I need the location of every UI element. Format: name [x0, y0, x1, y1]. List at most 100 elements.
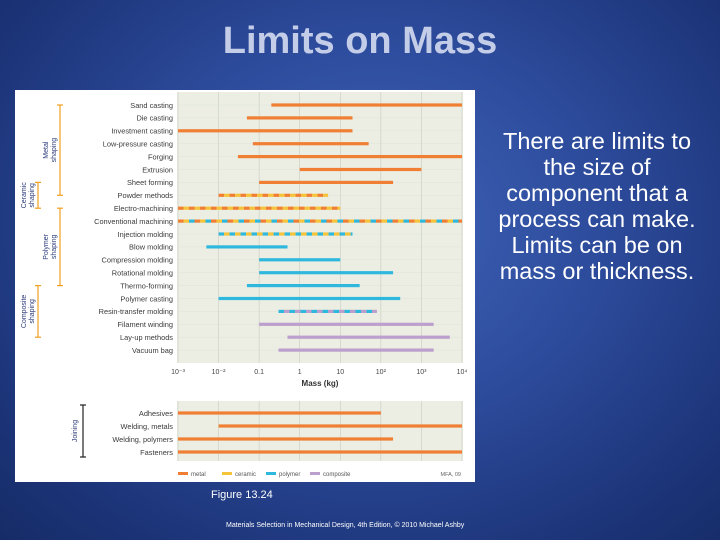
- x-tick-label: 10⁻²: [212, 369, 226, 376]
- label-low-pressure-casting: Low-pressure casting: [103, 140, 173, 149]
- bar-sand-casting: [271, 103, 462, 107]
- bar-conventional-machining-segment: [392, 219, 398, 223]
- bar-conventional-machining-segment: [216, 219, 222, 223]
- bar-resin-transfer-molding-segment: [306, 309, 312, 313]
- bar-sheet-forming: [259, 180, 394, 184]
- label-rotational-molding: Rotational molding: [112, 269, 173, 278]
- legend-label-ceramic: ceramic: [235, 472, 256, 478]
- bar-powder-methods-segment: [251, 193, 258, 197]
- bar-electro-machining-segment: [310, 206, 316, 210]
- bar-electro-machining-segment: [277, 206, 283, 210]
- bar-electro-machining-segment: [211, 206, 217, 210]
- label-investment-casting: Investment casting: [111, 127, 173, 136]
- bar-conventional-machining-segment: [260, 219, 266, 223]
- bar-conventional-machining-segment: [343, 219, 349, 223]
- bar-conventional-machining-segment: [332, 219, 338, 223]
- bar-electro-machining-segment: [244, 206, 250, 210]
- bar-powder-methods-segment: [306, 193, 313, 197]
- bar-resin-transfer-molding-segment: [317, 309, 323, 313]
- group-label-word: Composite: [21, 295, 28, 329]
- bar-extrusion: [299, 167, 422, 172]
- bar-conventional-machining-segment: [365, 219, 371, 223]
- bar-injection-molding-segment: [334, 232, 340, 236]
- bar-electro-machining-segment: [249, 206, 255, 210]
- label-die-casting: Die casting: [136, 114, 173, 123]
- bar-resin-transfer-molding-segment: [355, 309, 362, 313]
- bar-injection-molding-segment: [301, 232, 307, 236]
- bar-conventional-machining-segment: [304, 219, 310, 223]
- bar-conventional-machining-segment: [376, 219, 382, 223]
- bar-conventional-machining-segment: [359, 219, 365, 223]
- bar-conventional-machining-segment: [288, 219, 294, 223]
- bar-conventional-machining-segment: [354, 219, 360, 223]
- legend-swatch-polymer: [266, 472, 276, 475]
- bar-conventional-machining-segment: [233, 219, 239, 223]
- bar-conventional-machining-segment: [447, 219, 453, 223]
- label-resin-transfer-molding: Resin-transfer molding: [99, 307, 173, 316]
- bar-powder-methods-segment: [240, 193, 247, 197]
- bar-conventional-machining-segment: [414, 219, 420, 223]
- label-blow-molding: Blow molding: [129, 243, 173, 252]
- bar-injection-molding-segment: [229, 232, 236, 236]
- bar-electro-machining-segment: [326, 206, 332, 210]
- bar-electro-machining-segment: [222, 206, 228, 210]
- bar-powder-methods-segment: [229, 193, 236, 197]
- bar-powder-methods-segment: [235, 193, 241, 197]
- bar-electro-machining-segment: [178, 206, 184, 210]
- bar-conventional-machining-segment: [249, 219, 255, 223]
- bar-conventional-machining-segment: [381, 219, 387, 223]
- label-welding-polymers: Welding, polymers: [112, 435, 173, 444]
- bar-injection-molding-segment: [235, 232, 241, 236]
- bar-powder-methods-segment: [279, 193, 285, 197]
- bar-conventional-machining-segment: [348, 219, 354, 223]
- label-fasteners: Fasteners: [140, 448, 173, 457]
- bar-vacuum-bag: [278, 348, 434, 352]
- x-tick-label: 10: [336, 369, 344, 376]
- bar-lay-up-methods: [287, 335, 450, 339]
- group-brackets: MetalshapingCeramicshapingPolymershaping…: [21, 104, 86, 458]
- process-labels: Sand casting Die casting Investment castin…: [94, 101, 173, 355]
- bar-powder-methods-segment: [317, 193, 324, 197]
- bar-electro-machining-segment: [233, 206, 239, 210]
- slide-body-text: There are limits to the size of componen…: [498, 128, 696, 284]
- bar-electro-machining-segment: [304, 206, 310, 210]
- bar-conventional-machining-segment: [321, 219, 327, 223]
- bar-powder-methods-segment: [312, 193, 318, 197]
- bar-conventional-machining-segment: [370, 219, 376, 223]
- bar-conventional-machining-segment: [409, 219, 415, 223]
- bar-injection-molding-segment: [312, 232, 318, 236]
- bar-conventional-machining-segment: [387, 219, 393, 223]
- bar-injection-molding-segment: [262, 232, 269, 236]
- bar-electro-machining-segment: [282, 206, 288, 210]
- label-sheet-forming: Sheet forming: [127, 178, 173, 187]
- bar-injection-molding-segment: [317, 232, 324, 236]
- bar-injection-molding-segment: [268, 232, 274, 236]
- bar-resin-transfer-molding-segment: [350, 309, 356, 313]
- slide-title: Limits on Mass: [222, 20, 498, 62]
- legend-swatch-composite: [310, 472, 320, 475]
- bar-injection-molding-segment: [279, 232, 285, 236]
- legend: metal ceramic polymer composite: [178, 472, 351, 478]
- bar-conventional-machining-segment: [282, 219, 288, 223]
- bar-resin-transfer-molding-segment: [284, 309, 290, 313]
- x-tick-label: 10⁻³: [171, 369, 185, 376]
- label-injection-molding: Injection molding: [118, 230, 173, 239]
- bar-blow-molding: [206, 245, 288, 249]
- main-plot-panel: [177, 92, 463, 363]
- label-welding-metals: Welding, metals: [121, 422, 174, 431]
- bar-conventional-machining-segment: [277, 219, 283, 223]
- group-label-polymer-shaping: Polymershaping: [43, 233, 58, 259]
- label-polymer-casting: Polymer casting: [120, 294, 173, 303]
- bar-electro-machining-segment: [288, 206, 294, 210]
- bar-powder-methods-segment: [262, 193, 269, 197]
- bar-injection-molding-segment: [339, 232, 346, 236]
- group-label-metal-shaping: Metalshaping: [43, 138, 58, 163]
- bar-forging: [237, 155, 462, 159]
- bar-rotational-molding: [259, 271, 394, 275]
- bar-electro-machining-segment: [337, 206, 341, 210]
- bar-electro-machining-segment: [293, 206, 299, 210]
- footer-credit: Materials Selection in Mechanical Design…: [226, 522, 465, 529]
- main-range-bars: [178, 103, 462, 352]
- label-extrusion: Extrusion: [142, 165, 173, 174]
- bar-injection-molding-segment: [323, 232, 329, 236]
